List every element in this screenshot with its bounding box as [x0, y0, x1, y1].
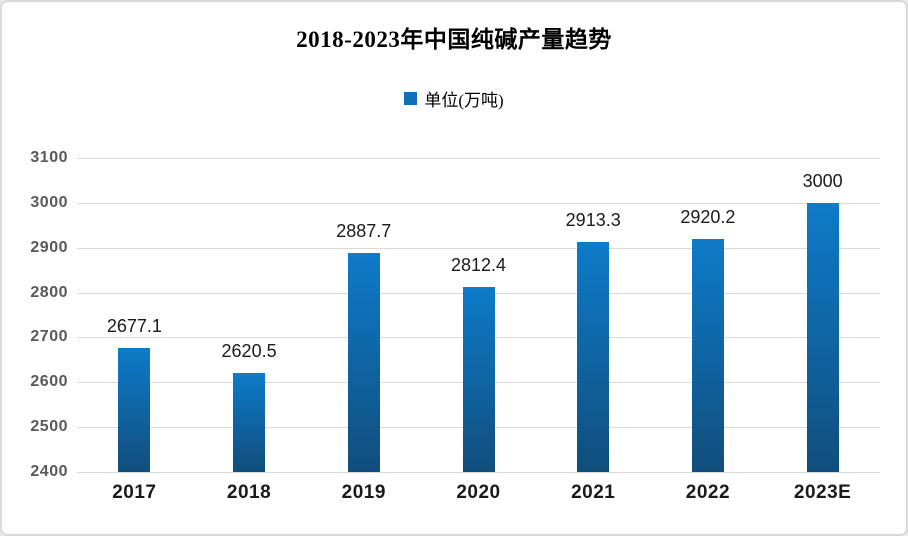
chart-title: 2018-2023年中国纯碱产量趋势 [296, 27, 612, 52]
gridline [77, 472, 880, 473]
bar-2018: 2620.5 [222, 341, 277, 472]
x-axis-tick-label-2019: 2019 [341, 482, 386, 503]
bar-2022: 2920.2 [680, 207, 735, 472]
x-axis-tick-label-2020: 2020 [456, 482, 501, 503]
y-axis-tick-label: 2700 [30, 328, 68, 346]
gridline [77, 202, 880, 204]
data-label-2023E: 3000 [802, 170, 843, 191]
y-axis-tick-label: 2400 [30, 463, 68, 480]
data-label-2019: 2887.7 [336, 221, 392, 242]
data-label-2021: 2913.3 [565, 209, 621, 230]
y-axis-tick-label: 2500 [30, 418, 68, 436]
data-label-2018: 2620.5 [221, 341, 277, 362]
plot-area: 2677.1 2620.5 2887.7 2812.4 2913.3 2920.2 3000 [77, 158, 880, 473]
y-axis-tick-label: 3100 [30, 149, 68, 166]
x-axis-tick-label-2017: 2017 [112, 482, 157, 503]
legend-label: 单位(万吨) [424, 91, 504, 110]
bar-2023E: 3000 [803, 171, 843, 472]
x-axis-tick-label-2021: 2021 [571, 482, 616, 503]
y-axis-tick-label: 2900 [30, 238, 68, 256]
bar-2020: 2812.4 [451, 255, 506, 472]
data-label-2020: 2812.4 [450, 255, 507, 276]
legend: 单位(万吨) [2, 86, 906, 111]
x-axis-tick-label-2023E: 2023E [793, 482, 852, 503]
bar-2021: 2913.3 [566, 210, 621, 472]
x-axis-tick-label-2022: 2022 [685, 482, 731, 503]
legend-marker-square-icon [404, 92, 418, 105]
bar-2019: 2887.7 [336, 221, 391, 472]
y-axis-tick-label: 3000 [30, 193, 68, 211]
x-axis-labels: 2017 2018 2019 2020 2021 2022 2023E [77, 482, 880, 512]
data-label-2017: 2677.1 [106, 315, 162, 336]
y-axis-labels: 3100 3000 2900 2800 2700 2600 2500 2400 [2, 149, 68, 480]
data-label-2022: 2920.2 [680, 206, 736, 227]
gridline [77, 158, 880, 159]
y-axis-tick-label: 2600 [30, 373, 68, 391]
gridline [77, 247, 880, 249]
y-axis-tick-label: 2800 [30, 283, 68, 301]
bar-2017: 2677.1 [107, 316, 162, 472]
x-axis-tick-label-2018: 2018 [226, 482, 272, 503]
